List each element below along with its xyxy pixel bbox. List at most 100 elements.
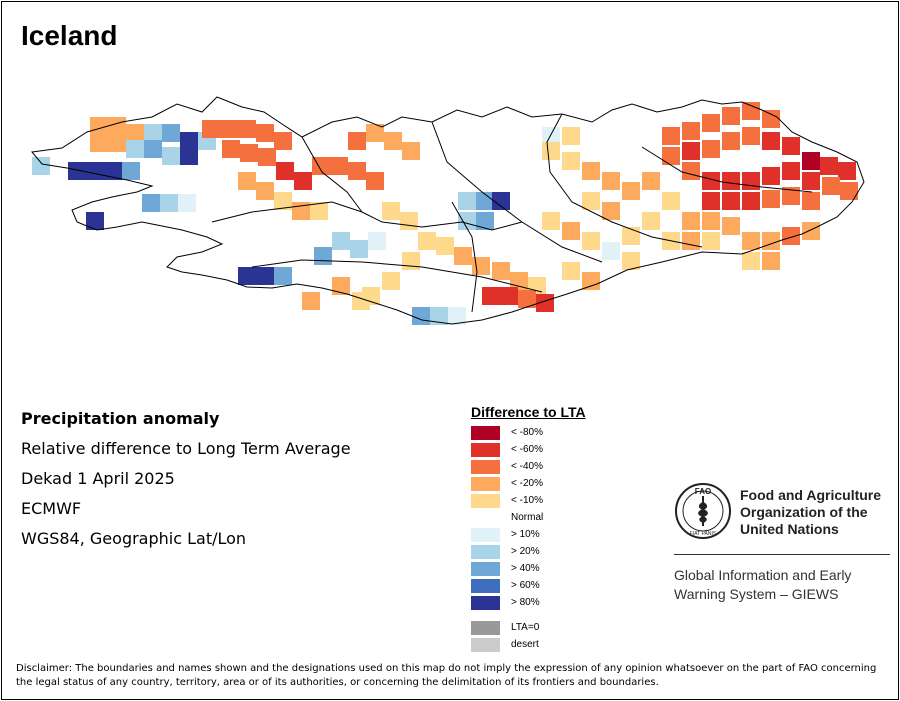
anomaly-cell	[258, 148, 276, 166]
anomaly-cell	[562, 127, 580, 145]
anomaly-cell	[682, 122, 700, 140]
giews-name: Global Information and Early Warning Sys…	[674, 566, 851, 604]
anomaly-cell	[366, 124, 384, 142]
anomaly-cell	[122, 162, 140, 180]
fao-org-line-1: Food and Agriculture	[740, 487, 882, 503]
anomaly-cell	[238, 172, 256, 190]
legend: Difference to LTA < -80% < -60% < -40% < -2…	[471, 404, 586, 654]
legend-row-gt80: > 80%	[471, 595, 586, 612]
anomaly-cell	[90, 134, 108, 152]
legend-label-lt80: < -80%	[511, 427, 543, 438]
anomaly-cell	[492, 192, 510, 210]
anomaly-cell	[722, 192, 740, 210]
fao-branding: FAO FIAT PANIS Food and Agriculture Orga…	[674, 482, 890, 602]
anomaly-cell	[430, 307, 448, 325]
anomaly-cell	[702, 232, 720, 250]
anomaly-cell	[162, 147, 180, 165]
anomaly-cell	[220, 120, 238, 138]
anomaly-cell	[108, 117, 126, 135]
legend-row-desert: desert	[471, 637, 586, 654]
legend-label-lt60: < -60%	[511, 444, 543, 455]
anomaly-cell	[178, 194, 196, 212]
anomaly-cell	[662, 127, 680, 145]
anomaly-cell	[562, 262, 580, 280]
anomaly-cell	[742, 252, 760, 270]
iceland-anomaly-map	[31, 96, 865, 325]
legend-row-lt80: < -80%	[471, 425, 586, 442]
anomaly-cell	[562, 222, 580, 240]
anomaly-cell	[582, 272, 600, 290]
anomaly-cell	[352, 292, 370, 310]
anomaly-cell	[368, 232, 386, 250]
anomaly-cell	[542, 127, 560, 145]
anomaly-cell	[582, 192, 600, 210]
anomaly-cell	[762, 132, 780, 150]
disclaimer: Disclaimer: The boundaries and names sho…	[16, 663, 877, 688]
anomaly-cell	[722, 172, 740, 190]
giews-line-1: Global Information and Early	[674, 567, 852, 583]
anomaly-cell	[762, 110, 780, 128]
legend-swatch-lt40	[471, 460, 500, 474]
anomaly-cell	[274, 267, 292, 285]
fao-logo-text-bottom: FIAT PANIS	[690, 531, 717, 537]
anomaly-cell	[642, 172, 660, 190]
anomaly-cell	[702, 192, 720, 210]
legend-row-lta0: LTA=0	[471, 620, 586, 637]
legend-swatch-normal	[471, 511, 500, 525]
anomaly-cell	[202, 120, 220, 138]
coastline-outline	[31, 96, 865, 325]
anomaly-cell	[822, 177, 840, 195]
region-border-6	[251, 259, 543, 293]
legend-swatch-lt20	[471, 477, 500, 491]
giews-line-2: Warning System – GIEWS	[674, 586, 839, 602]
anomaly-cell	[256, 182, 274, 200]
anomaly-cell	[702, 140, 720, 158]
anomaly-cell	[108, 134, 126, 152]
anomaly-cell	[86, 162, 104, 180]
projection-label: WGS84, Geographic Lat/Lon	[21, 529, 247, 548]
legend-swatch-gt40	[471, 562, 500, 576]
anomaly-cell	[542, 212, 560, 230]
legend-swatch-lt10	[471, 494, 500, 508]
anomaly-cell	[602, 172, 620, 190]
anomaly-cell	[332, 277, 350, 295]
anomaly-cell	[126, 140, 144, 158]
anomaly-cell	[762, 252, 780, 270]
anomaly-cell	[742, 232, 760, 250]
fao-org-line-3: United Nations	[740, 521, 839, 537]
anomaly-cell	[562, 152, 580, 170]
anomaly-cell	[838, 162, 856, 180]
anomaly-cell	[126, 124, 144, 142]
anomaly-cell	[500, 287, 518, 305]
legend-classes: < -80% < -60% < -40% < -20% < -10% Normal > 10…	[471, 425, 586, 612]
anomaly-cell	[330, 157, 348, 175]
legend-label-lt40: < -40%	[511, 461, 543, 472]
legend-swatch-desert	[471, 638, 500, 652]
legend-row-lt10: < -10%	[471, 493, 586, 510]
anomaly-cell	[622, 252, 640, 270]
anomaly-cell	[332, 232, 350, 250]
anomaly-cell	[782, 137, 800, 155]
anomaly-cell	[742, 172, 760, 190]
anomaly-cell	[482, 287, 500, 305]
legend-label-gt60: > 60%	[511, 580, 540, 591]
anomaly-cell	[682, 162, 700, 180]
anomaly-cell	[294, 172, 312, 190]
anomaly-cell	[782, 162, 800, 180]
anomaly-cell	[702, 172, 720, 190]
anomaly-cell	[642, 212, 660, 230]
legend-row-lt60: < -60%	[471, 442, 586, 459]
anomaly-cell	[180, 132, 198, 150]
anomaly-cell	[476, 192, 494, 210]
anomaly-cell	[458, 212, 476, 230]
region-border-2	[301, 136, 363, 213]
fao-logo-text-top: FAO	[695, 487, 711, 496]
anomaly-cell	[412, 307, 430, 325]
period-label: Dekad 1 April 2025	[21, 469, 175, 488]
anomaly-grid	[32, 102, 858, 325]
legend-title: Difference to LTA	[471, 404, 586, 420]
anomaly-cell	[222, 140, 240, 158]
anomaly-cell	[602, 202, 620, 220]
anomaly-cell	[448, 307, 466, 325]
